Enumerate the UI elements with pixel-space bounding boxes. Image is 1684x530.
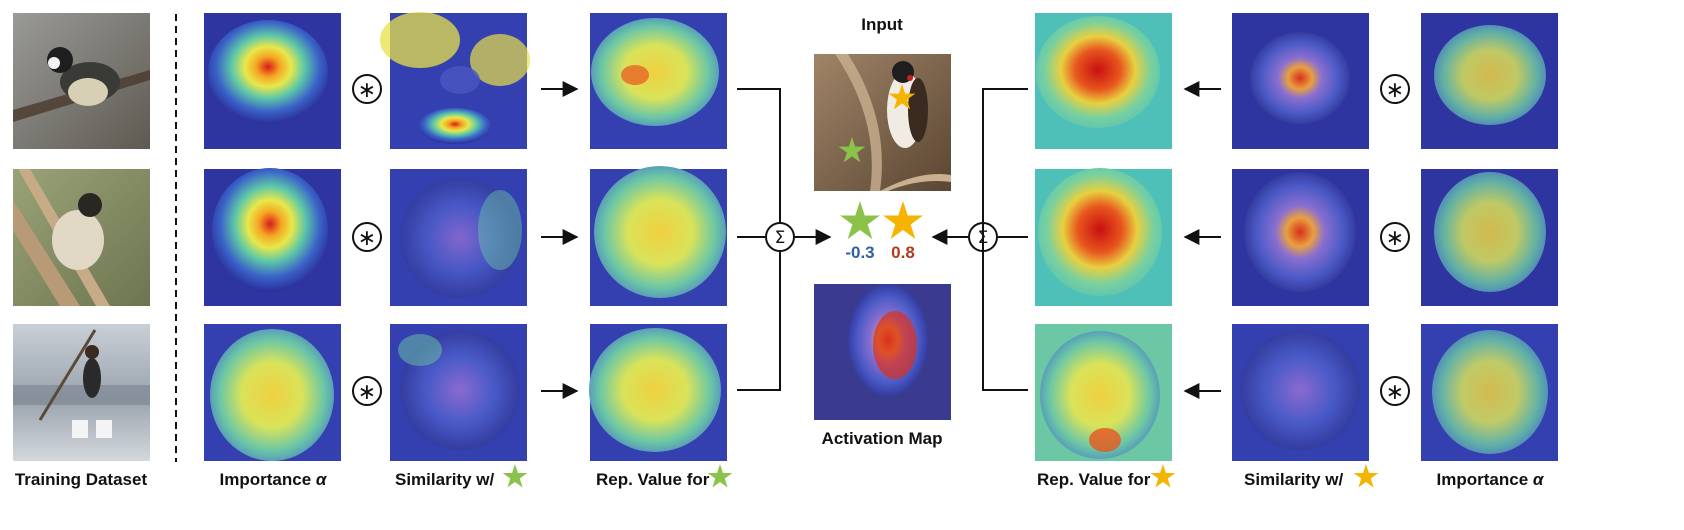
alpha-symbol: α — [1533, 470, 1545, 489]
label-similarity-right: Similarity w/ — [1244, 470, 1343, 489]
training-image-person — [13, 324, 150, 461]
convolve-operator-right-2: ∗ — [1380, 222, 1410, 252]
similarity-map-left-2 — [390, 169, 527, 306]
training-image-bird-1 — [13, 13, 150, 149]
importance-map-right-3 — [1421, 324, 1558, 461]
label-training-dataset: Training Dataset — [15, 470, 148, 489]
training-image-bird-2 — [13, 169, 150, 306]
alpha-symbol: α — [316, 470, 328, 489]
convolve-symbol: ∗ — [1386, 380, 1404, 405]
sum-symbol: Σ — [775, 228, 786, 248]
convolve-operator-left-1: ∗ — [352, 74, 382, 104]
yellow-score: 0.8 — [891, 243, 915, 262]
convolve-symbol: ∗ — [358, 226, 376, 251]
activation-map — [814, 284, 951, 420]
sum-operator-left: Σ — [765, 222, 795, 252]
input-image — [814, 54, 951, 191]
convolve-symbol: ∗ — [1386, 226, 1404, 251]
rep-value-map-right-2 — [1035, 168, 1172, 306]
rep-value-map-left-2 — [590, 166, 727, 306]
green-star-icon — [707, 464, 733, 488]
convolve-symbol: ∗ — [358, 380, 376, 405]
label-rep-left: Rep. Value for — [596, 470, 710, 489]
similarity-map-left-3 — [390, 324, 527, 461]
similarity-map-right-3 — [1232, 324, 1369, 461]
convolve-operator-right-3: ∗ — [1380, 376, 1410, 406]
label-similarity-left: Similarity w/ — [395, 470, 494, 489]
input-title: Input — [861, 15, 903, 34]
similarity-map-left-1 — [380, 12, 530, 149]
connector-right — [982, 88, 1028, 391]
green-star-score-icon — [840, 201, 880, 239]
rep-value-map-right-3 — [1035, 324, 1172, 461]
similarity-map-right-1 — [1232, 13, 1369, 149]
yellow-star-icon — [1353, 464, 1379, 488]
convolve-operator-right-1: ∗ — [1380, 74, 1410, 104]
green-score: -0.3 — [845, 243, 874, 262]
importance-map-left-1 — [204, 13, 341, 149]
activation-title: Activation Map — [822, 429, 943, 448]
yellow-star-score-icon — [883, 201, 923, 239]
yellow-star-icon — [1150, 464, 1176, 488]
convolve-operator-left-3: ∗ — [352, 376, 382, 406]
rep-value-map-left-1 — [590, 13, 727, 149]
label-importance-left: Importance α — [220, 470, 328, 489]
label-importance-right: Importance α — [1437, 470, 1545, 489]
rep-value-map-left-3 — [589, 324, 727, 461]
importance-map-right-1 — [1421, 13, 1558, 149]
importance-map-left-2 — [204, 168, 341, 306]
convolve-symbol: ∗ — [1386, 78, 1404, 103]
importance-map-right-2 — [1421, 169, 1558, 306]
similarity-map-right-2 — [1232, 169, 1369, 306]
convolve-symbol: ∗ — [358, 78, 376, 103]
convolve-operator-left-2: ∗ — [352, 222, 382, 252]
importance-map-left-3 — [204, 324, 341, 461]
green-star-icon — [502, 464, 528, 488]
rep-value-map-right-1 — [1035, 13, 1172, 149]
label-rep-right: Rep. Value for — [1037, 470, 1151, 489]
